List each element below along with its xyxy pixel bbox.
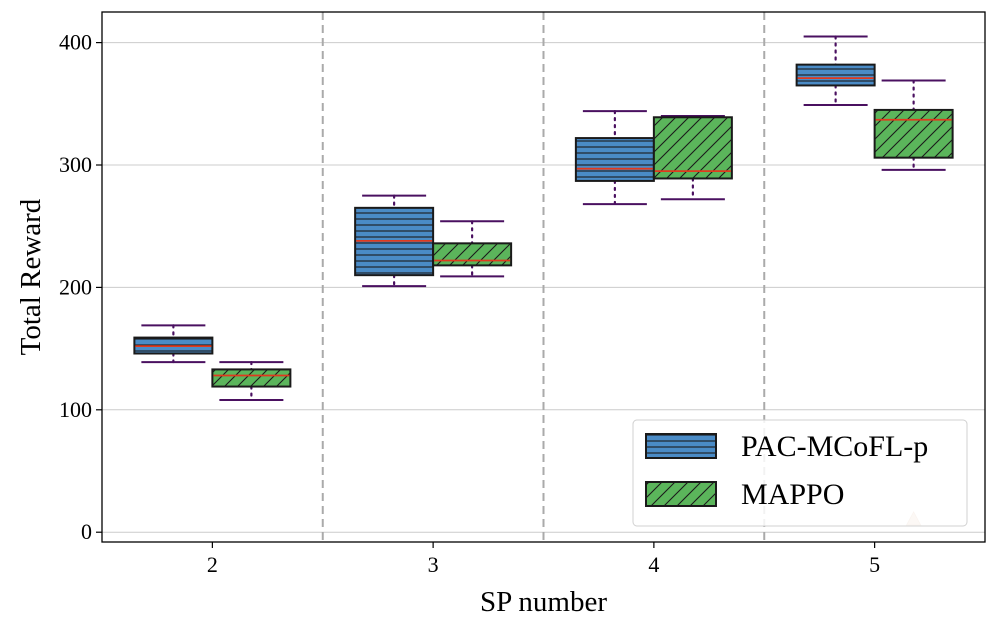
box-outline: [211, 368, 292, 388]
boxes-layer: [133, 35, 954, 402]
x-tick-label-5: 5: [869, 552, 880, 577]
legend-item-pac-mcofl-p: PAC-MCoFL-p: [645, 430, 928, 463]
legend: PAC-MCoFL-p MAPPO: [632, 419, 968, 527]
x-tick-label-4: 4: [648, 552, 659, 577]
legend-swatch-outline: [645, 433, 717, 459]
box-outline: [133, 336, 214, 355]
box-outline: [652, 116, 733, 180]
legend-item-mappo: MAPPO: [645, 478, 844, 511]
box-hatch: [874, 109, 953, 158]
y-tick-label-0: 0: [81, 519, 92, 544]
y-tick-label-300: 300: [59, 152, 92, 177]
plot-area-frame: [101, 11, 986, 543]
box-mappo-sp5: [873, 79, 954, 171]
box-pac-mcofl-p-sp4: [574, 110, 655, 206]
y-tick-label-400: 400: [59, 30, 92, 55]
legend-label: MAPPO: [741, 478, 844, 511]
box-mappo-sp2: [211, 360, 292, 402]
x-tick-label-2: 2: [207, 552, 218, 577]
box-hatch: [575, 138, 654, 181]
box-mappo-sp4: [652, 114, 733, 201]
axis-ticks: 0 100 200 300 400 2 3 4 5: [59, 30, 880, 577]
box-pac-mcofl-p-sp2: [133, 324, 214, 364]
box-hatch: [796, 64, 875, 86]
box-pac-mcofl-p-sp3: [354, 194, 435, 288]
y-tick-label-200: 200: [59, 274, 92, 299]
legend-label: PAC-MCoFL-p: [741, 430, 928, 463]
category-separators: [321, 12, 766, 542]
legend-swatch-outline: [645, 481, 717, 507]
y-tick-label-100: 100: [59, 397, 92, 422]
box-outline: [354, 206, 435, 277]
box-outline: [432, 242, 513, 267]
box-outline: [873, 108, 954, 159]
box-hatch: [212, 369, 291, 387]
x-axis-title: SP number: [480, 586, 607, 618]
x-tick-label-3: 3: [428, 552, 439, 577]
box-outline: [795, 63, 876, 87]
box-hatch: [653, 117, 732, 179]
box-pac-mcofl-p-sp5: [795, 35, 876, 107]
y-axis-title: Total Reward: [15, 198, 47, 355]
legend-swatch-hatch: [646, 482, 716, 506]
box-hatch: [433, 243, 512, 266]
legend-swatch-hatch: [646, 434, 716, 458]
box-mappo-sp3: [432, 220, 513, 278]
